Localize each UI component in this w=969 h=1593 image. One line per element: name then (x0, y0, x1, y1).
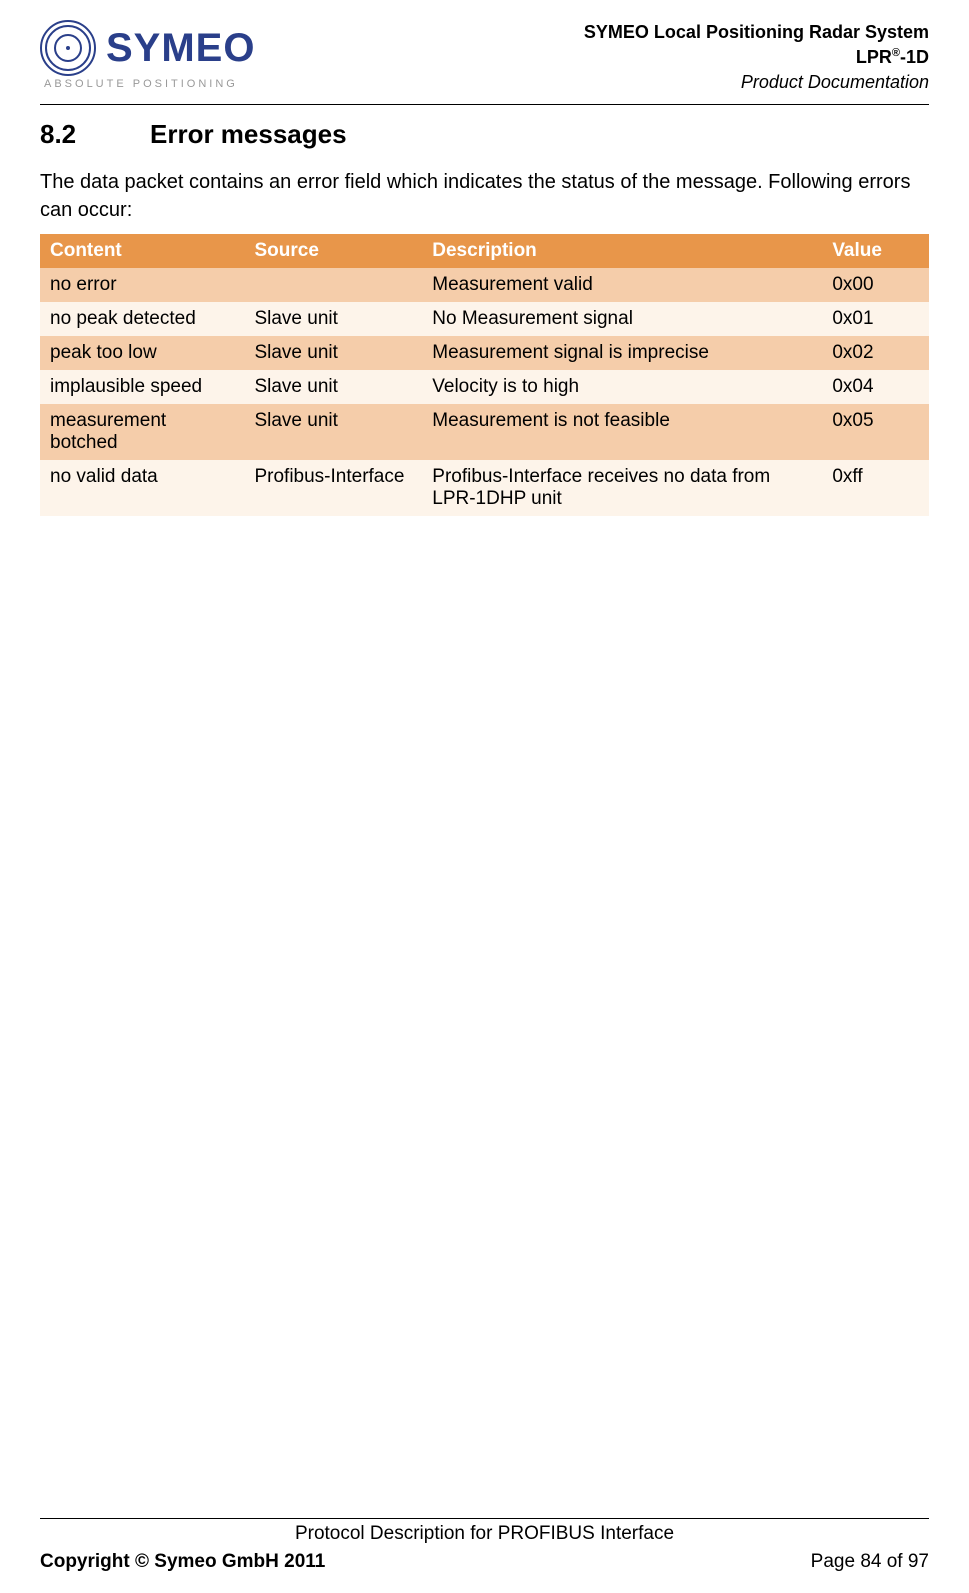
cell-source: Slave unit (244, 370, 422, 404)
cell-source (244, 268, 422, 302)
logo-icon (40, 20, 96, 76)
footer-divider (40, 1518, 929, 1519)
cell-description: Measurement signal is imprecise (422, 336, 822, 370)
logo-top: SYMEO (40, 20, 255, 76)
cell-description: Measurement valid (422, 268, 822, 302)
table-body: no error Measurement valid 0x00 no peak … (40, 268, 929, 516)
cell-content: implausible speed (40, 370, 244, 404)
table-row: measurement botched Slave unit Measureme… (40, 404, 929, 460)
cell-value: 0x00 (822, 268, 929, 302)
section-title: Error messages (150, 119, 347, 149)
cell-content: peak too low (40, 336, 244, 370)
col-header-value: Value (822, 234, 929, 268)
footer-page-number: Page 84 of 97 (811, 1551, 929, 1573)
cell-source: Profibus-Interface (244, 460, 422, 516)
cell-content: measurement botched (40, 404, 244, 460)
cell-value: 0x01 (822, 302, 929, 336)
cell-value: 0xff (822, 460, 929, 516)
page-footer: Protocol Description for PROFIBUS Interf… (40, 1518, 929, 1573)
logo-subtitle: ABSOLUTE POSITIONING (44, 78, 238, 90)
header-title-line1: SYMEO Local Positioning Radar System (584, 20, 929, 45)
section-number: 8.2 (40, 119, 150, 150)
cell-description: Profibus-Interface receives no data from… (422, 460, 822, 516)
cell-value: 0x02 (822, 336, 929, 370)
cell-description: Measurement is not feasible (422, 404, 822, 460)
footer-copyright: Copyright © Symeo GmbH 2011 (40, 1551, 325, 1573)
table-row: no valid data Profibus-Interface Profibu… (40, 460, 929, 516)
cell-content: no valid data (40, 460, 244, 516)
section-intro: The data packet contains an error field … (40, 168, 929, 224)
error-table: Content Source Description Value no erro… (40, 234, 929, 516)
cell-value: 0x05 (822, 404, 929, 460)
cell-description: No Measurement signal (422, 302, 822, 336)
cell-source: Slave unit (244, 404, 422, 460)
cell-description: Velocity is to high (422, 370, 822, 404)
section-heading: 8.2Error messages (40, 119, 929, 150)
table-row: implausible speed Slave unit Velocity is… (40, 370, 929, 404)
col-header-description: Description (422, 234, 822, 268)
col-header-content: Content (40, 234, 244, 268)
table-row: no peak detected Slave unit No Measureme… (40, 302, 929, 336)
header-title-line3: Product Documentation (584, 70, 929, 95)
logo-text: SYMEO (106, 26, 255, 71)
header-title-line2: LPR®-1D (584, 45, 929, 70)
footer-protocol: Protocol Description for PROFIBUS Interf… (40, 1523, 929, 1545)
col-header-source: Source (244, 234, 422, 268)
cell-content: no error (40, 268, 244, 302)
page-header: SYMEO ABSOLUTE POSITIONING SYMEO Local P… (40, 20, 929, 105)
header-title-block: SYMEO Local Positioning Radar System LPR… (584, 20, 929, 96)
table-row: no error Measurement valid 0x00 (40, 268, 929, 302)
footer-bottom: Copyright © Symeo GmbH 2011 Page 84 of 9… (40, 1551, 929, 1573)
cell-source: Slave unit (244, 336, 422, 370)
cell-value: 0x04 (822, 370, 929, 404)
logo-area: SYMEO ABSOLUTE POSITIONING (40, 20, 255, 90)
table-header-row: Content Source Description Value (40, 234, 929, 268)
cell-source: Slave unit (244, 302, 422, 336)
table-row: peak too low Slave unit Measurement sign… (40, 336, 929, 370)
cell-content: no peak detected (40, 302, 244, 336)
